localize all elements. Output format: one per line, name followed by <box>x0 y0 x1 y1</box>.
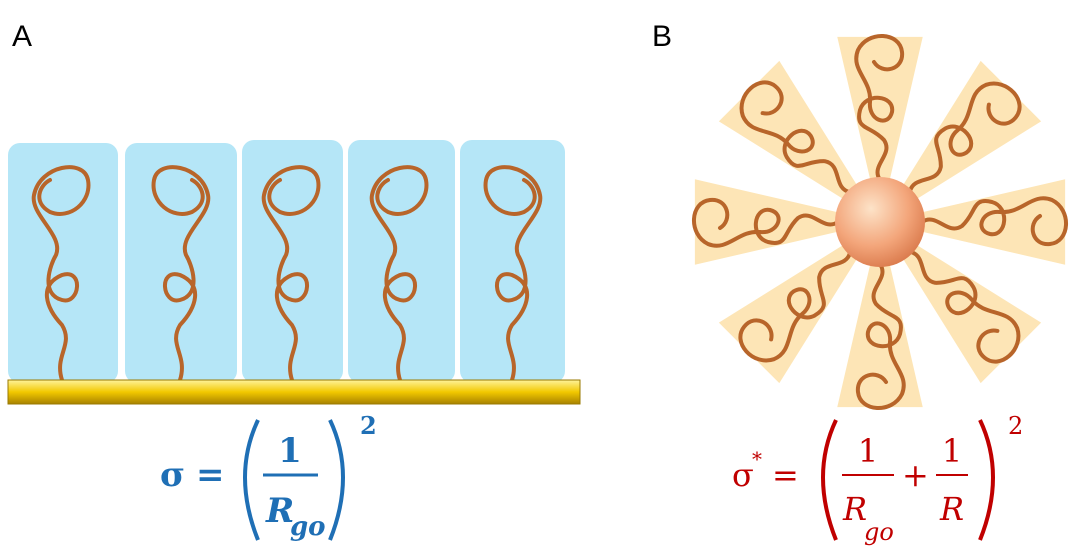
formula-text: 1 <box>942 432 962 470</box>
formula-text: * <box>752 447 762 471</box>
formula-text: 2 <box>360 411 377 440</box>
formula-text: + <box>902 456 929 494</box>
formula-text: go <box>290 512 326 542</box>
brush-box <box>125 143 237 383</box>
panel-label: A <box>12 20 32 53</box>
formula-text: = <box>196 455 225 495</box>
parenthesis <box>330 420 343 540</box>
substrate <box>8 380 580 404</box>
parenthesis <box>823 420 836 540</box>
core-particle <box>835 177 925 267</box>
brush-box <box>242 140 343 383</box>
panel-b: B σ * = 1 R go + 1 R 2 <box>652 20 1066 546</box>
parenthesis <box>245 420 258 540</box>
panel-a: A σ = 1 R go 2 <box>8 20 580 542</box>
figure: A σ = 1 R go 2 B σ * = 1 R go + 1 R 2 <box>0 0 1079 553</box>
formula-text: 1 <box>858 432 878 470</box>
brush-box <box>460 140 565 383</box>
formula-text: R <box>939 490 964 528</box>
formula-text: = <box>772 456 799 494</box>
formula-text: go <box>864 518 894 546</box>
formula-text: σ <box>732 456 754 494</box>
formula-text: 1 <box>278 431 302 471</box>
formula-text: σ <box>160 455 185 495</box>
parenthesis <box>980 420 993 540</box>
panel-label: B <box>652 20 672 53</box>
formula-text: 2 <box>1008 412 1023 440</box>
